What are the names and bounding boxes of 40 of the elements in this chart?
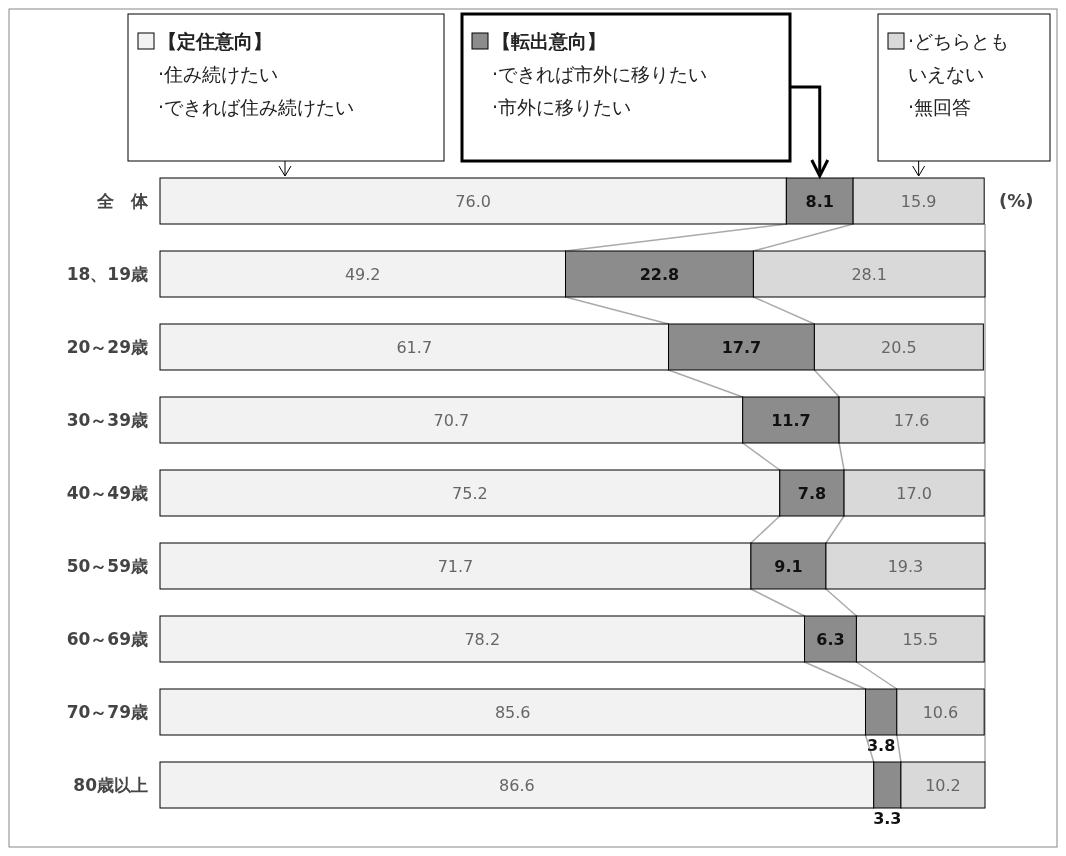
data-label: 71.7 bbox=[437, 557, 474, 576]
y-tick-label: 18、19歳 bbox=[66, 264, 148, 284]
data-label: 6.3 bbox=[816, 630, 845, 649]
data-label: 85.6 bbox=[494, 703, 531, 722]
data-label: 78.2 bbox=[464, 630, 501, 649]
y-tick-label: 50～59歳 bbox=[66, 556, 148, 576]
y-tick-label: 20～29歳 bbox=[66, 337, 148, 357]
data-label: 19.3 bbox=[887, 557, 924, 576]
y-tick-label: 70～79歳 bbox=[66, 702, 148, 722]
data-label: 15.5 bbox=[902, 630, 939, 649]
data-label: 70.7 bbox=[433, 411, 470, 430]
y-tick-label: 80歳以上 bbox=[73, 775, 148, 795]
legend-label: 【転出意向】 ·できれば市外に移りたい ·市外に移りたい bbox=[492, 30, 708, 118]
data-label: 75.2 bbox=[452, 484, 488, 503]
data-label: 11.7 bbox=[771, 411, 811, 430]
data-label: 17.6 bbox=[893, 411, 930, 430]
data-label: 28.1 bbox=[851, 265, 888, 284]
legend-label: 【定住意向】 ·住み続けたい ·できれば住み続けたい bbox=[158, 30, 355, 118]
text: (%) bbox=[999, 190, 1034, 211]
data-label: 61.7 bbox=[396, 338, 433, 357]
data-label: 8.1 bbox=[805, 192, 834, 211]
data-label: 3.8 bbox=[866, 736, 896, 755]
data-label: 10.2 bbox=[925, 776, 961, 795]
data-label: 7.8 bbox=[797, 484, 827, 503]
data-label: 22.8 bbox=[639, 265, 680, 284]
data-label: 20.5 bbox=[881, 338, 917, 357]
data-label: 10.6 bbox=[922, 703, 959, 722]
y-tick-label: 全 体 bbox=[96, 191, 149, 211]
data-label: 9.1 bbox=[774, 557, 803, 576]
data-label: 17.0 bbox=[896, 484, 932, 503]
y-tick-label: 30～39歳 bbox=[66, 410, 148, 430]
data-label: 15.9 bbox=[900, 192, 937, 211]
y-tick-label: 60～69歳 bbox=[66, 629, 148, 649]
data-label: 17.7 bbox=[721, 338, 762, 357]
y-tick-label: 40～49歳 bbox=[66, 483, 148, 503]
data-label: 86.6 bbox=[499, 776, 535, 795]
data-label: 76.0 bbox=[455, 192, 491, 211]
legend-label: ·どちらともいえない ·無回答 bbox=[908, 30, 1010, 118]
data-label: 49.2 bbox=[344, 265, 381, 284]
data-label: 3.3 bbox=[873, 809, 902, 828]
